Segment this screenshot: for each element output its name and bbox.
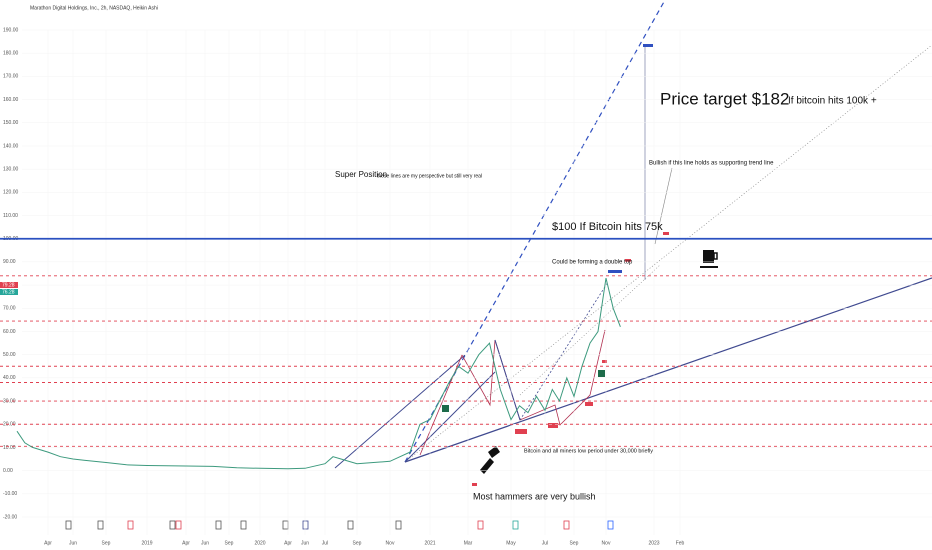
target-note: If bitcoin hits 100k + xyxy=(788,96,877,107)
target-text: Price target $182 xyxy=(660,89,789,108)
y-tick-label: 50.00 xyxy=(3,352,16,358)
x-tick-label: Apr xyxy=(182,540,190,546)
super-note: these lines are my perspective but still… xyxy=(377,173,482,179)
y-tick-label: 60.00 xyxy=(3,329,16,335)
x-tick-label: Sep xyxy=(225,540,234,546)
y-tick-label: 130.00 xyxy=(3,166,19,172)
y-tick-label: 10.00 xyxy=(3,445,16,451)
channel-line xyxy=(519,264,661,396)
event-icons xyxy=(65,520,614,530)
support-line xyxy=(404,277,932,463)
y-tick-label: 40.00 xyxy=(3,375,16,381)
dotted-trend xyxy=(404,44,932,463)
icon xyxy=(598,370,605,377)
x-tick-label: Sep xyxy=(102,540,111,546)
bullish-note: Bullish if this line holds as supporting… xyxy=(649,161,774,167)
marker xyxy=(472,483,477,486)
y-tick-label: 150.00 xyxy=(3,120,19,126)
y-tick-label: 120.00 xyxy=(3,190,19,196)
channel-line xyxy=(494,339,521,421)
x-tick-label: 2023 xyxy=(648,540,659,546)
marker xyxy=(663,232,669,235)
x-tick-label: Feb xyxy=(676,540,685,546)
x-tick-label: 2020 xyxy=(254,540,265,546)
y-tick-label: 140.00 xyxy=(3,143,19,149)
x-tick-label: Jun xyxy=(69,540,77,546)
y-tick-label: -10.00 xyxy=(3,491,17,497)
price-line xyxy=(16,277,621,470)
y-tick-label: 70.00 xyxy=(3,306,16,312)
chart-title: Marathon Digital Holdings, Inc., 2h, NAS… xyxy=(30,5,158,11)
x-tick-label: 2019 xyxy=(141,540,152,546)
dashed-trend xyxy=(404,0,666,463)
hammer-icon xyxy=(480,446,500,474)
x-tick-label: Jun xyxy=(201,540,209,546)
x-tick-label: Nov xyxy=(602,540,611,546)
callout xyxy=(654,167,673,245)
super-text: Super Position xyxy=(335,170,387,179)
x-tick-label: Jul xyxy=(322,540,328,546)
x-tick-label: Sep xyxy=(570,540,579,546)
channel-line xyxy=(334,354,466,469)
icon xyxy=(442,405,449,412)
marker xyxy=(602,360,607,363)
marker xyxy=(515,429,527,434)
y-tick-label: 170.00 xyxy=(3,74,19,80)
y-tick-label: 190.00 xyxy=(3,27,19,33)
price-tag-label: 76.28 xyxy=(2,289,15,295)
annotations: Price target $182 If bitcoin hits 100k +… xyxy=(335,89,877,501)
double-top-note: Could be forming a double top xyxy=(552,260,633,266)
hundred-text: $100 If Bitcoin hits 75k xyxy=(552,221,663,233)
price-tag-label: 79.28 xyxy=(2,282,15,288)
x-tick-label: Apr xyxy=(284,540,292,546)
marker xyxy=(625,259,631,262)
drawings xyxy=(334,0,932,486)
bitcoin-note: Bitcoin and all miners low period under … xyxy=(524,448,653,454)
price-tag xyxy=(0,282,18,288)
y-tick-label: 180.00 xyxy=(3,51,19,57)
price-tag xyxy=(0,289,18,295)
y-tick-label: 110.00 xyxy=(3,213,18,219)
y-tick-label: 20.00 xyxy=(3,422,16,428)
x-tick-label: Nov xyxy=(386,540,395,546)
hammer-note: Most hammers are very bullish xyxy=(473,491,596,501)
x-tick-label: Jun xyxy=(301,540,309,546)
marker xyxy=(585,402,593,406)
x-tick-label: Mar xyxy=(464,540,473,546)
y-tick-label: 90.00 xyxy=(3,259,16,265)
marker xyxy=(548,423,558,428)
y-tick-label: 0.00 xyxy=(3,468,13,474)
x-tick-label: Jul xyxy=(542,540,548,546)
y-tick-label: -20.00 xyxy=(3,514,17,520)
channel-line xyxy=(519,281,609,421)
top-marker xyxy=(608,270,622,273)
target-marker xyxy=(643,44,653,47)
x-tick-label: May xyxy=(506,540,516,546)
x-tick-label: 2021 xyxy=(424,540,435,546)
coffee-icon xyxy=(700,250,718,268)
y-tick-label: 30.00 xyxy=(3,398,16,404)
y-tick-label: 160.00 xyxy=(3,97,19,103)
x-tick-label: Apr xyxy=(44,540,52,546)
x-tick-label: Sep xyxy=(353,540,362,546)
